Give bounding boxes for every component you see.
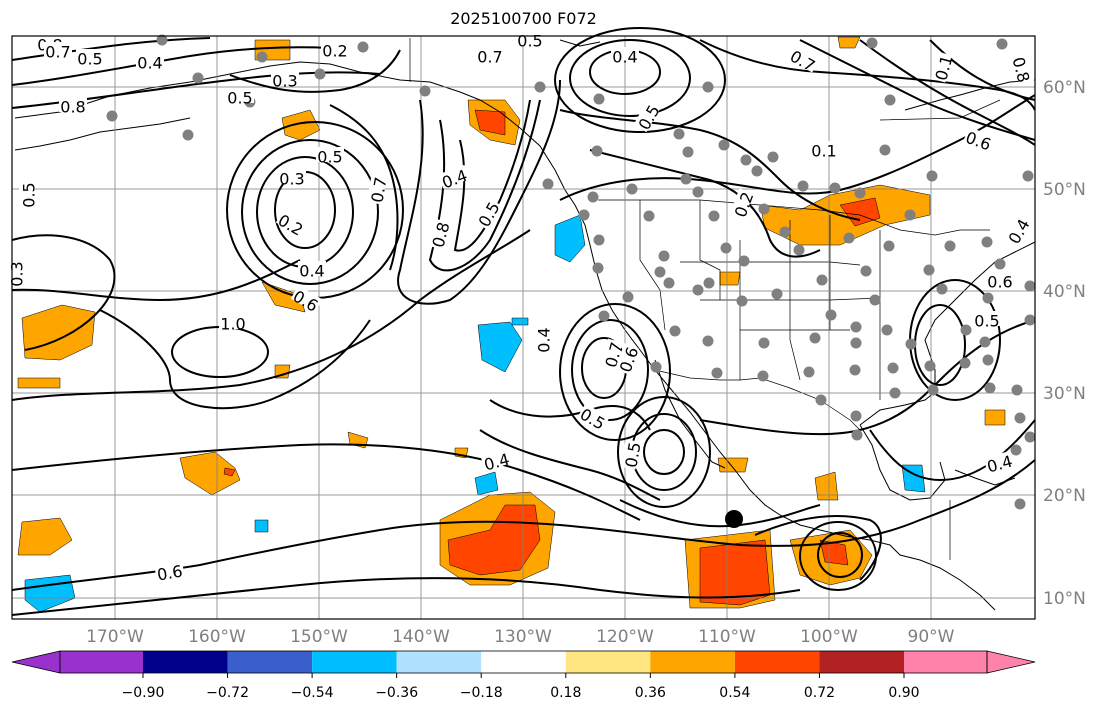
longitude-label: 150°W xyxy=(290,627,348,647)
colorbar-extend-low xyxy=(11,650,61,674)
contour-label: 0.3 xyxy=(279,170,304,189)
longitude-label: 120°W xyxy=(596,627,654,647)
colorbar-bin xyxy=(734,651,820,673)
storm-marker xyxy=(725,510,743,528)
longitude-label: 100°W xyxy=(800,627,858,647)
longitude-label: 130°W xyxy=(494,627,552,647)
contour-label: 0.3 xyxy=(8,261,27,286)
contour-label: 0.5 xyxy=(974,312,999,331)
longitude-label: 170°W xyxy=(86,627,144,647)
contour-label: 0.4 xyxy=(535,327,554,352)
colorbar-tick-label: 0.54 xyxy=(719,685,750,701)
contour-label: 1.0 xyxy=(220,315,245,334)
contour-label: 0.8 xyxy=(60,98,85,117)
colorbar-tick-label: −0.72 xyxy=(206,685,249,701)
contour-label: 0.5 xyxy=(227,89,252,108)
contour-label: 0.6 xyxy=(987,273,1012,292)
colorbar-tick-label: 0.36 xyxy=(635,685,666,701)
latitude-labels: 60°N 50°N 40°N 30°N 20°N 10°N xyxy=(1043,78,1086,609)
contour-label: 0.5 xyxy=(621,441,644,469)
colorbar xyxy=(11,650,1036,674)
colorbar-extend-high xyxy=(986,650,1036,674)
colorbar-tick-label: −0.18 xyxy=(460,685,503,701)
colorbar-ticks: −0.90 −0.72 −0.54 −0.36 −0.18 0.18 0.36 0.54 0.7… xyxy=(122,673,920,701)
longitude-label: 90°W xyxy=(908,627,955,647)
colorbar-tick-label: 0.18 xyxy=(550,685,581,701)
contour-label: 0.2 xyxy=(322,42,347,61)
latitude-label: 20°N xyxy=(1043,486,1086,506)
contour-label: 0.7 xyxy=(477,48,502,67)
colorbar-bin xyxy=(819,651,904,673)
colorbar-tick-label: 0.72 xyxy=(804,685,835,701)
contour-label: 0.6 xyxy=(156,561,184,584)
longitude-label: 160°W xyxy=(188,627,246,647)
contour-labels: 0.80.70.50.40.20.30.50.80.70.50.40.50.70… xyxy=(7,31,1035,585)
contour-label: 0.5 xyxy=(517,32,542,51)
contour-label: 0.4 xyxy=(612,48,637,67)
latitude-label: 30°N xyxy=(1043,384,1086,404)
longitude-label: 110°W xyxy=(698,627,756,647)
colorbar-bin xyxy=(904,651,987,673)
contour-label: 0.5 xyxy=(20,182,39,207)
map-frame xyxy=(11,35,1036,620)
station-dots xyxy=(106,34,1036,510)
colorbar-tick-label: −0.54 xyxy=(291,685,334,701)
colorbar-bin xyxy=(650,651,735,673)
contour-label: 0.7 xyxy=(45,43,70,62)
latitude-label: 60°N xyxy=(1043,78,1086,98)
figure-title: 2025100700 F072 xyxy=(450,9,597,28)
latitude-label: 40°N xyxy=(1043,282,1086,302)
contour-label: 0.3 xyxy=(272,72,297,91)
longitude-label: 140°W xyxy=(392,627,450,647)
colorbar-bin xyxy=(60,651,143,673)
contour-label: 0.4 xyxy=(299,262,324,281)
colorbar-tick-label: 0.90 xyxy=(888,685,919,701)
colorbar-bin xyxy=(227,651,313,673)
contour-label: 0.4 xyxy=(137,54,162,73)
contour-label: 0.5 xyxy=(317,148,342,167)
latitude-label: 10°N xyxy=(1043,589,1086,609)
longitude-labels: 170°W 160°W 150°W 140°W 130°W 120°W 110°W 100°W… xyxy=(86,627,955,647)
contour-label: 0.1 xyxy=(811,142,836,161)
borders xyxy=(409,38,1001,560)
colorbar-bin xyxy=(312,651,397,673)
contour-label: 0.5 xyxy=(77,50,102,69)
map-panel: 0.80.70.50.40.20.30.50.80.70.50.40.50.70… xyxy=(7,27,1036,620)
colorbar-bin xyxy=(396,651,482,673)
contour-label: 0.7 xyxy=(367,176,390,204)
negative-shading xyxy=(24,214,926,613)
colorbar-bin xyxy=(143,651,228,673)
colorbar-bin xyxy=(565,651,651,673)
latitude-label: 50°N xyxy=(1043,180,1086,200)
colorbar-bin xyxy=(481,651,566,673)
colorbar-tick-label: −0.36 xyxy=(375,685,418,701)
colorbar-tick-label: −0.90 xyxy=(122,685,165,701)
